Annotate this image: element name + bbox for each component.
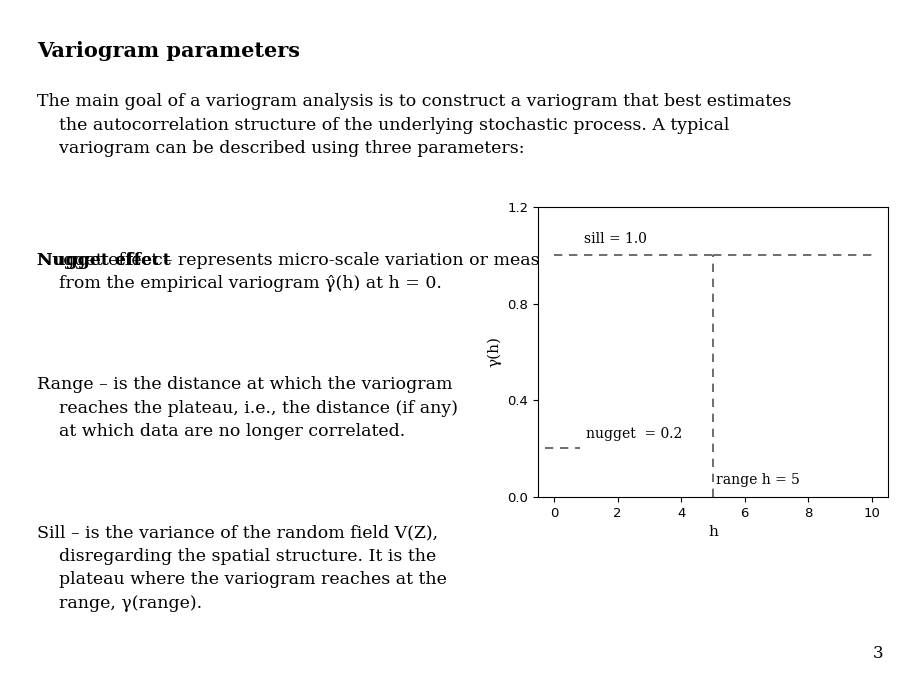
Text: Range – is the distance at which the variogram
    reaches the plateau, i.e., th: Range – is the distance at which the var… [37, 376, 458, 440]
Text: Variogram parameters: Variogram parameters [37, 41, 300, 61]
Text: Nugget effect: Nugget effect [37, 252, 170, 269]
Text: The main goal of a variogram analysis is to construct a variogram that best esti: The main goal of a variogram analysis is… [37, 93, 790, 157]
Y-axis label: γ(h): γ(h) [487, 337, 501, 367]
Text: Sill – is the variance of the random field V(Z),
    disregarding the spatial st: Sill – is the variance of the random fie… [37, 524, 447, 612]
Text: 3: 3 [871, 645, 882, 662]
Text: sill = 1.0: sill = 1.0 [584, 232, 646, 246]
Text: Nugget effect – represents micro-scale variation or measurement error. It is est: Nugget effect – represents micro-scale v… [37, 252, 800, 293]
Text: range h = 5: range h = 5 [715, 473, 800, 487]
X-axis label: h: h [708, 525, 717, 539]
Text: nugget  = 0.2: nugget = 0.2 [585, 427, 681, 442]
